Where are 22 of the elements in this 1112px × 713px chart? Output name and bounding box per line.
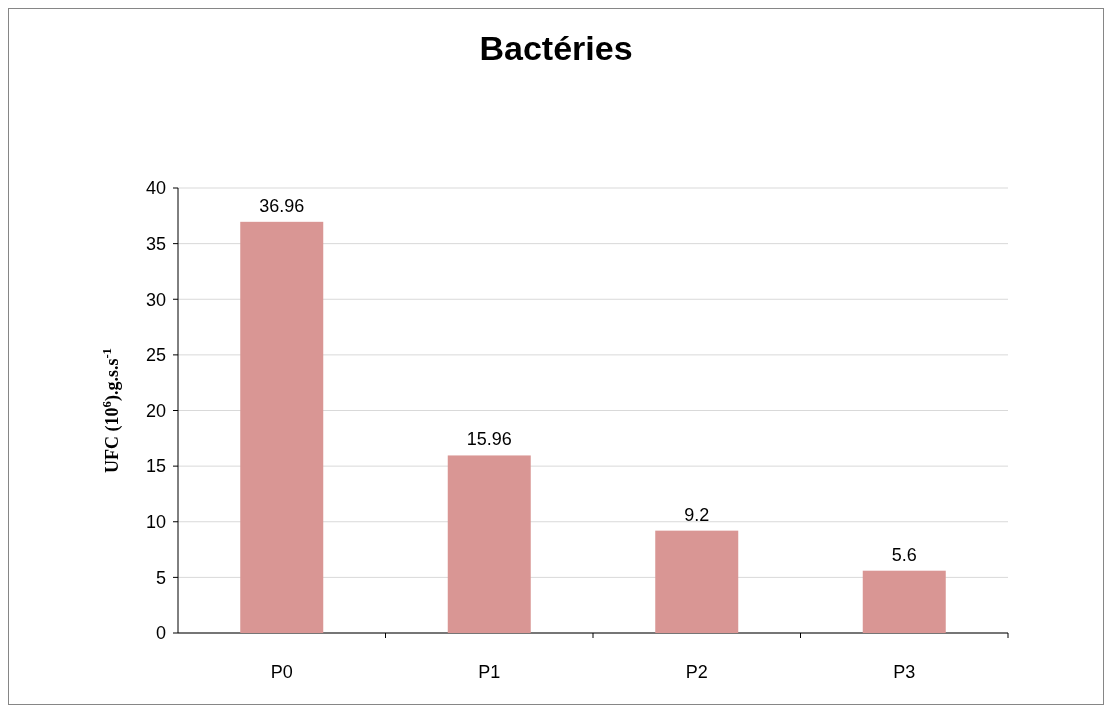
y-tick-label: 40 [145,178,166,199]
y-tick-label: 0 [155,623,166,644]
chart-title: Bactéries [479,29,633,67]
data-label: 9.2 [684,504,710,525]
y-tick-label: 30 [145,289,166,310]
y-tick-label: 5 [155,567,166,588]
y-tick-label: 20 [145,400,166,421]
y-tick-label: 15 [145,456,166,477]
data-label: 15.96 [466,429,512,450]
y-tick-label: 10 [145,512,166,533]
bar [240,221,324,633]
bar [655,530,739,633]
data-label: 5.6 [891,544,917,565]
bar [447,455,531,633]
x-tick-label: P0 [270,662,293,682]
x-tick-label: P3 [893,662,916,682]
y-tick-label: 35 [145,233,166,254]
y-tick-label: 25 [145,345,166,366]
bar [862,570,946,633]
x-tick-label: P1 [478,662,501,682]
data-label: 36.96 [259,195,305,216]
x-tick-label: P2 [685,662,708,682]
